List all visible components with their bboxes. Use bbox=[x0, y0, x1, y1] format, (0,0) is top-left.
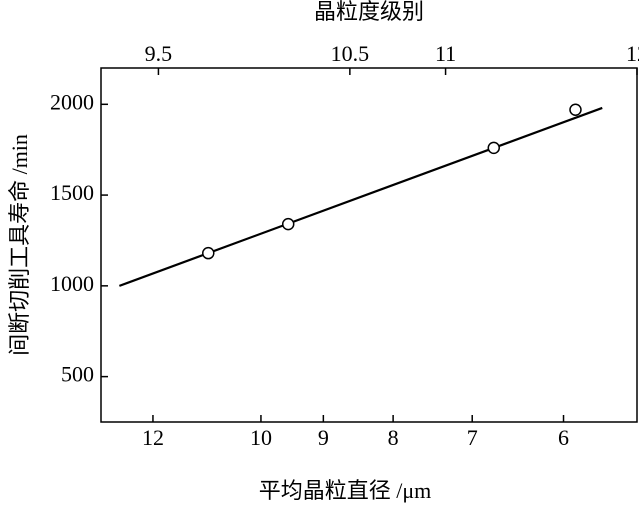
chart-title: 晶粒度级别 bbox=[314, 0, 424, 24]
data-point bbox=[202, 246, 215, 260]
x-tick-label: 12 bbox=[142, 425, 164, 450]
x2-tick-label: 9.5 bbox=[145, 41, 173, 66]
x2-tick-label: 10.5 bbox=[331, 41, 370, 66]
data-point bbox=[569, 103, 582, 117]
plot-frame bbox=[100, 67, 638, 423]
y-axis-label: 间断切削工具寿命 /min bbox=[7, 134, 32, 356]
data-point bbox=[281, 217, 295, 231]
x-tick-label: 10 bbox=[250, 425, 272, 450]
data-point bbox=[487, 141, 501, 155]
y-tick-label: 1500 bbox=[50, 180, 94, 205]
x-axis-label: 平均晶粒直径 /μm bbox=[259, 478, 432, 503]
x-tick-label: 6 bbox=[558, 425, 569, 450]
x2-tick-label: 11 bbox=[435, 41, 456, 66]
fit-line bbox=[118, 106, 603, 287]
x-tick-label: 8 bbox=[388, 425, 399, 450]
x-tick-label: 7 bbox=[467, 425, 478, 450]
y-tick-label: 2000 bbox=[50, 89, 94, 114]
x-tick-label: 9 bbox=[318, 425, 329, 450]
y-tick-label: 500 bbox=[61, 362, 94, 387]
y-tick-label: 1000 bbox=[50, 271, 94, 296]
x2-tick-label: 12 bbox=[626, 41, 639, 66]
